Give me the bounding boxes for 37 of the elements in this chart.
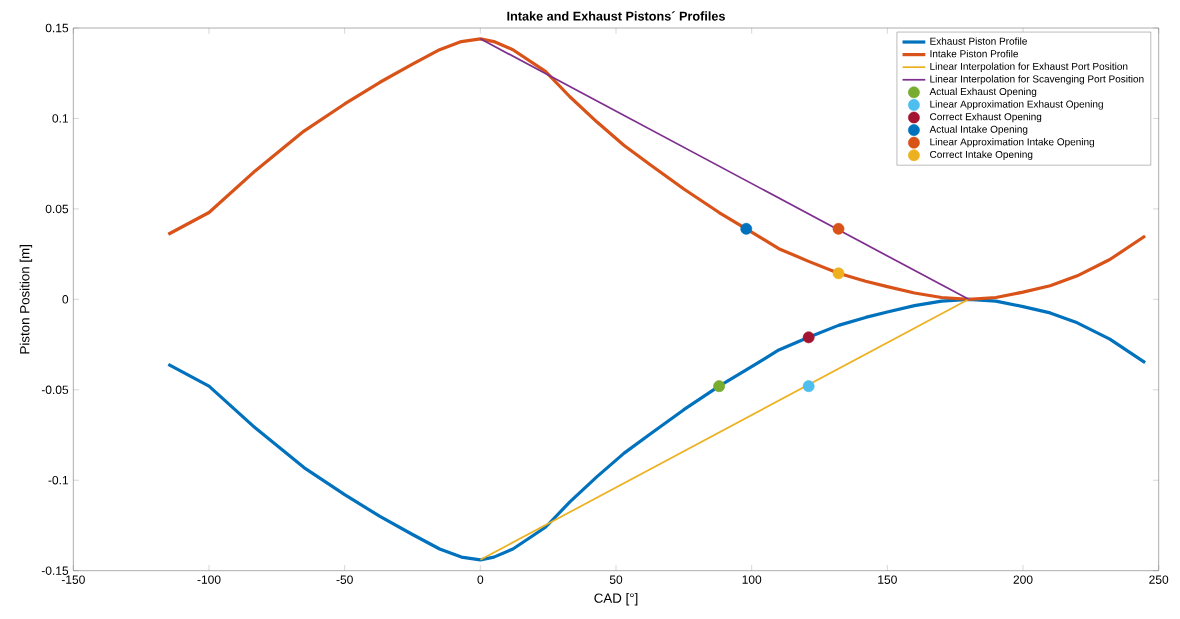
- x-tick-label: -100: [197, 575, 221, 585]
- x-tick-label: -150: [61, 575, 85, 585]
- legend-label: Correct Intake Opening: [930, 150, 1033, 161]
- x-tick-label: 250: [1149, 575, 1169, 585]
- x-tick-label: 50: [609, 575, 623, 585]
- point: [713, 380, 725, 393]
- point: [832, 223, 845, 235]
- legend-label: Correct Exhaust Opening: [930, 113, 1042, 123]
- point: [740, 223, 753, 235]
- point: [802, 380, 815, 393]
- x-tick-label: -50: [336, 575, 353, 585]
- y-tick-label: 0: [62, 295, 69, 304]
- legend-label: Exhaust Piston Profile: [930, 37, 1027, 45]
- x-tick-label: 200: [1013, 575, 1033, 585]
- y-tick-label: 0.05: [45, 204, 69, 214]
- point: [832, 267, 845, 280]
- y-tick-label: 0.1: [52, 114, 69, 123]
- line-series: [166, 297, 1147, 562]
- legend-label: Linear Interpolation for Exhaust Port Position: [930, 62, 1128, 73]
- legend-label: Actual Exhaust Opening: [929, 87, 1037, 98]
- chart-title: Intake and Exhaust Pistons´ Profiles: [507, 11, 725, 21]
- y-tick-label: 0.15: [45, 23, 69, 33]
- legend-label: Linear Approximation Intake Opening: [930, 138, 1094, 148]
- legend-label: Linear Approximation Exhaust Opening: [930, 100, 1103, 110]
- legend-label: Linear Interpolation for Scavenging Port Position: [930, 75, 1144, 85]
- point: [802, 331, 815, 344]
- legend-label: Actual Intake Opening: [929, 125, 1028, 135]
- y-tick-label: -0.05: [41, 385, 69, 395]
- x-tick-label: 100: [742, 575, 762, 585]
- x-tick-label: 0: [477, 575, 484, 585]
- x-tick-label: 150: [878, 575, 897, 585]
- x-axis-title: CAD [°]: [594, 593, 638, 606]
- y-tick-label: -0.1: [48, 476, 69, 485]
- line-series: [166, 37, 1147, 302]
- legend-label: Intake Piston Profile: [930, 50, 1019, 58]
- y-axis-title: Piston Position [m]: [19, 245, 33, 354]
- y-tick-label: -0.15: [41, 566, 69, 576]
